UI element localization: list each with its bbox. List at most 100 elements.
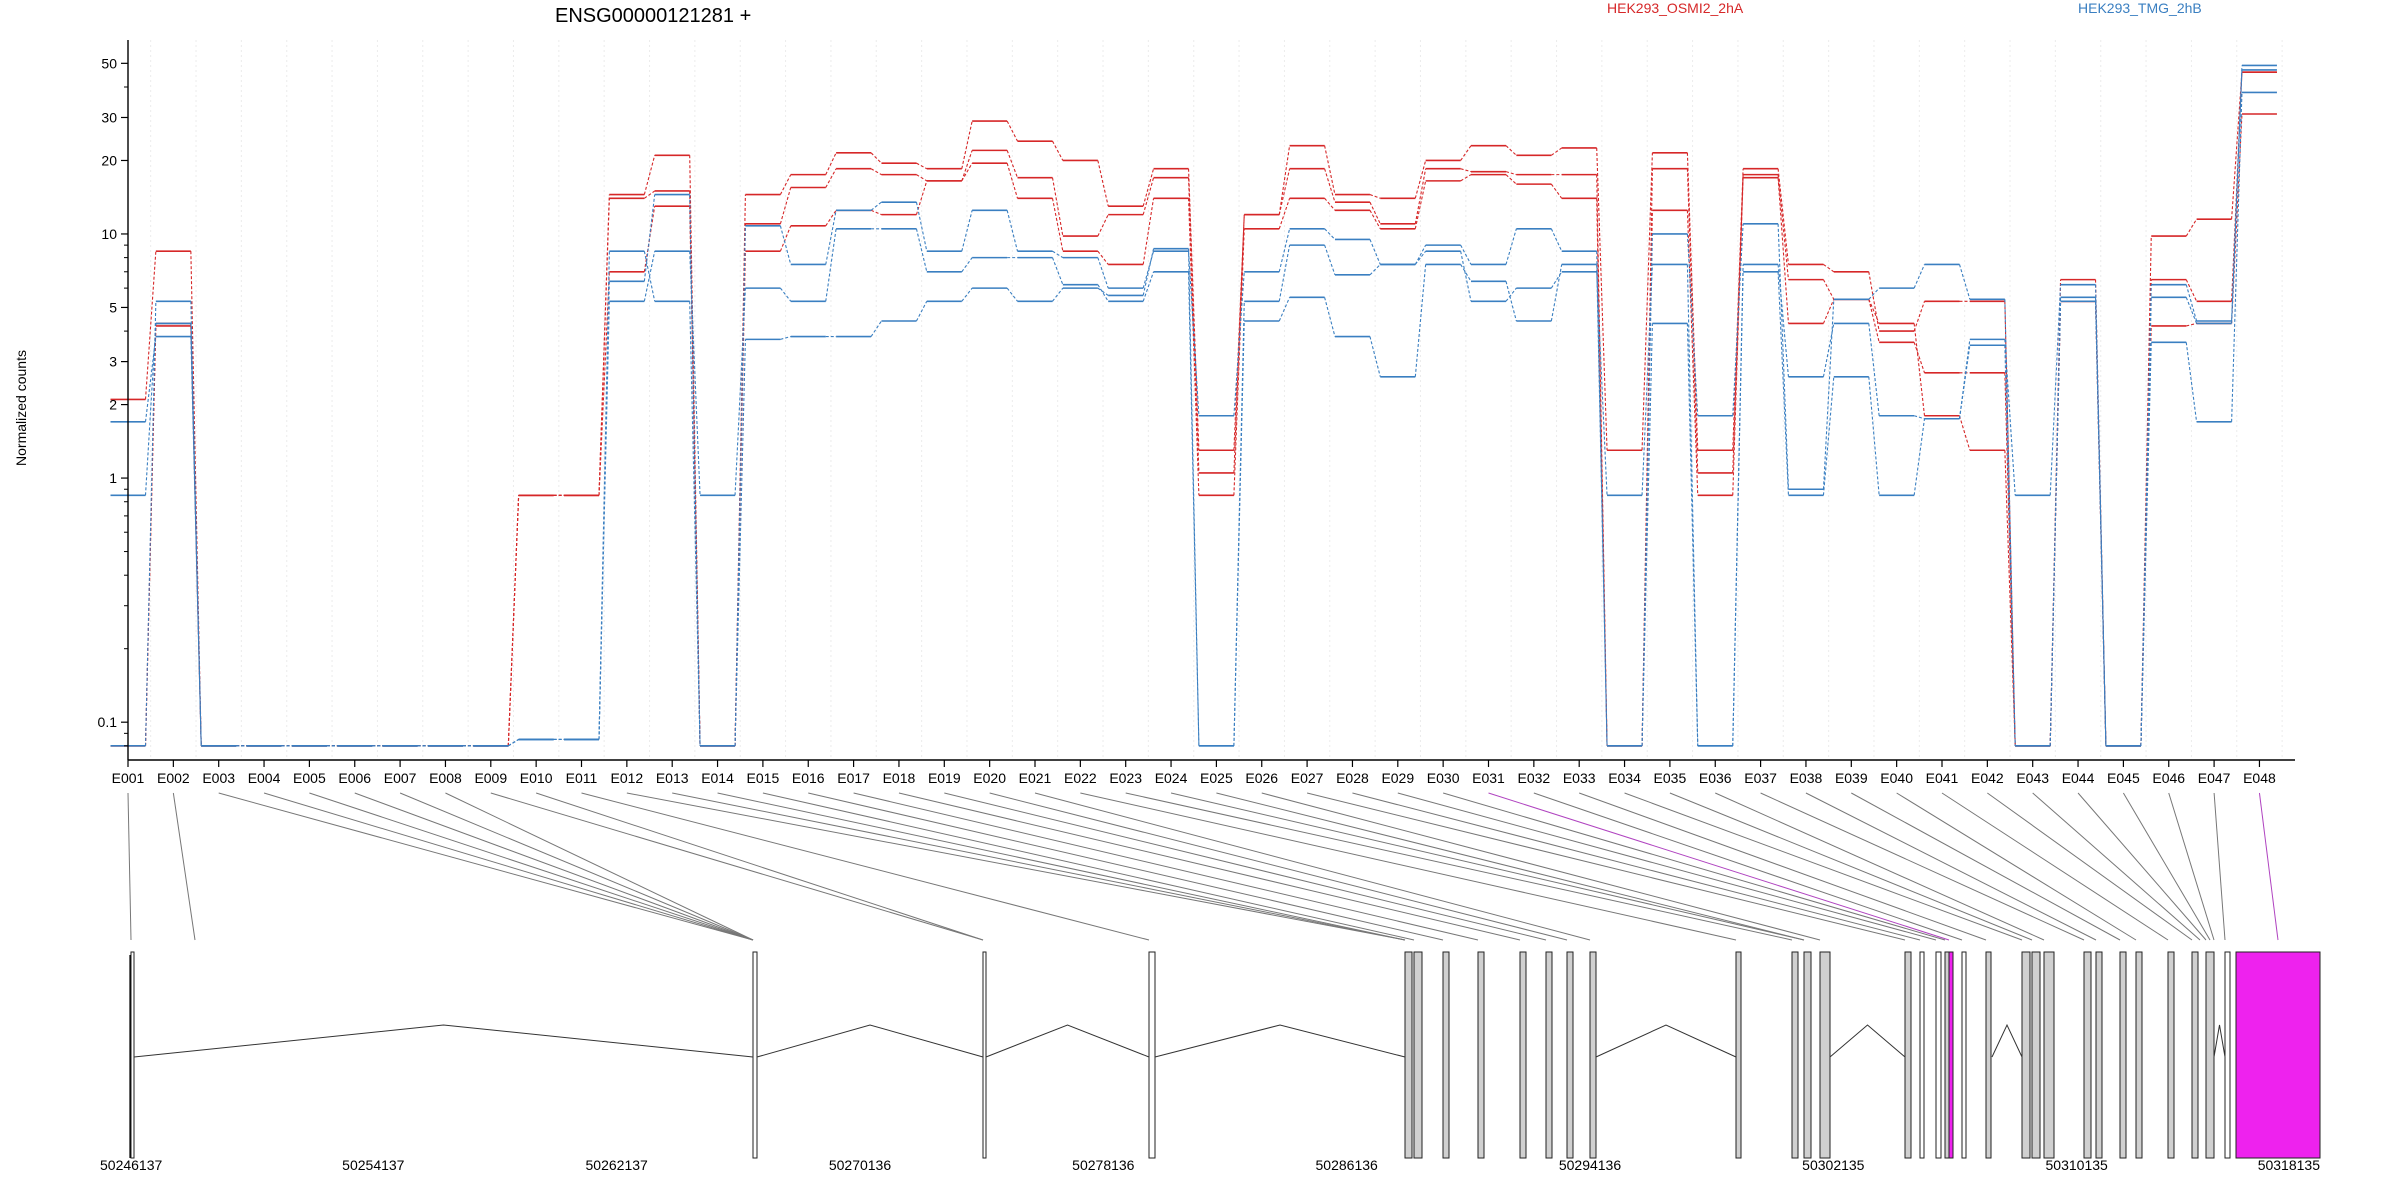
- exon-connector: [127, 792, 132, 941]
- connector-segment: [915, 228, 928, 272]
- connector-segment: [1641, 323, 1653, 746]
- x-tick-label: E041: [1926, 770, 1959, 786]
- x-tick-label: E039: [1835, 770, 1868, 786]
- connector-segment: [144, 323, 157, 496]
- exon-box: [752, 951, 758, 1159]
- intron-line: [1154, 1024, 1406, 1058]
- connector-segment: [1369, 194, 1381, 199]
- connector-segment: [507, 495, 520, 746]
- exon-box: [2119, 951, 2127, 1159]
- connector-segment: [2185, 279, 2198, 302]
- connector-segment: [1505, 287, 1517, 302]
- exon-connector: [1896, 792, 2137, 941]
- connector-segment: [1958, 264, 1971, 300]
- connector-segment: [961, 257, 973, 273]
- connector-segment: [1278, 198, 1291, 229]
- exon-connector: [1760, 792, 2085, 941]
- connector-segment: [1188, 251, 1200, 416]
- exon-connector: [1125, 792, 1793, 941]
- exon-connector: [490, 792, 984, 941]
- x-tick-label: E042: [1971, 770, 2004, 786]
- connector-segment: [961, 210, 973, 252]
- connector-segment: [961, 162, 973, 182]
- intron-line: [133, 1024, 754, 1058]
- connector-segment: [598, 301, 610, 740]
- x-tick-label: E006: [338, 770, 371, 786]
- exon-connector: [808, 792, 1444, 941]
- exon-box: [1413, 951, 1423, 1159]
- connector-segment: [1732, 271, 1744, 746]
- connector-segment: [1278, 145, 1291, 215]
- connector-segment: [1142, 198, 1155, 265]
- exon-connector: [1488, 792, 1950, 941]
- connector-segment: [1732, 223, 1744, 416]
- exon-connector: [1851, 792, 2121, 941]
- connector-segment: [1505, 281, 1517, 322]
- intron-line: [1595, 1024, 1737, 1058]
- connector-segment: [1324, 145, 1336, 195]
- x-tick-label: E046: [2152, 770, 2185, 786]
- intron-line: [2213, 1024, 2226, 1058]
- series-1: [110, 71, 2277, 747]
- exon-connector: [672, 792, 1406, 941]
- connector-segment: [2185, 342, 2198, 422]
- connector-segment: [1097, 284, 1109, 302]
- connector-segment: [1505, 228, 1517, 265]
- x-tick-label: E016: [792, 770, 825, 786]
- connector-segment: [961, 150, 973, 182]
- connector-segment: [689, 251, 701, 496]
- connector-segment: [734, 288, 746, 496]
- genome-coordinate-label: 50278136: [1072, 1157, 1135, 1173]
- connector-segment: [1913, 323, 1926, 416]
- exon-connector: [853, 792, 1479, 941]
- connector-segment: [1188, 198, 1200, 496]
- connector-segment: [1913, 415, 1925, 420]
- connector-segment: [598, 198, 610, 496]
- exon-connector: [172, 792, 196, 941]
- x-tick-label: E043: [2016, 770, 2049, 786]
- x-tick-label: E044: [2062, 770, 2095, 786]
- exon-connector: [2122, 792, 2211, 941]
- genome-coordinate-label: 50262137: [586, 1157, 649, 1173]
- exon-box: [1148, 951, 1156, 1159]
- connector-segment: [870, 168, 882, 176]
- connector-segment: [598, 251, 610, 740]
- exon-connector: [1216, 792, 1805, 941]
- connector-segment: [1550, 183, 1563, 199]
- x-tick-label: E005: [293, 770, 326, 786]
- y-tick-label: 50: [101, 55, 117, 71]
- exon-box: [1935, 951, 1942, 1159]
- chart-title: ENSG00000121281 +: [555, 5, 751, 27]
- connector-segment: [916, 162, 928, 170]
- connector-segment: [1006, 210, 1019, 252]
- exon-box: [2031, 951, 2041, 1159]
- x-tick-label: E048: [2243, 770, 2276, 786]
- exon-box: [2167, 951, 2175, 1159]
- connector-segment: [1732, 177, 1744, 496]
- x-tick-label: E017: [837, 770, 870, 786]
- connector-segment: [1097, 250, 1109, 265]
- y-axis-label: Normalized counts: [13, 350, 29, 466]
- connector-segment: [1233, 271, 1245, 416]
- connector-segment: [1142, 177, 1155, 215]
- y-tick-label: 3: [109, 354, 117, 370]
- x-tick-label: E028: [1336, 770, 1369, 786]
- exon-connector: [445, 792, 754, 941]
- connector-segment: [1868, 287, 1880, 300]
- exon-connector: [1715, 792, 2045, 941]
- x-tick-label: E007: [384, 770, 417, 786]
- exon-box: [1566, 951, 1574, 1159]
- connector-segment: [2004, 345, 2016, 746]
- connector-segment: [1596, 251, 1608, 746]
- exon-connector: [581, 792, 1150, 941]
- genome-coordinate-label: 50270136: [829, 1157, 892, 1173]
- connector-segment: [1006, 163, 1019, 199]
- connector-segment: [1596, 271, 1608, 496]
- connector-segment: [870, 209, 882, 216]
- x-tick-label: E047: [2198, 770, 2231, 786]
- exon-connector: [1443, 792, 1946, 941]
- exon-connector: [2213, 792, 2226, 941]
- exon-connector: [762, 792, 1415, 941]
- x-tick-label: E037: [1744, 770, 1777, 786]
- connector-segment: [1596, 264, 1608, 746]
